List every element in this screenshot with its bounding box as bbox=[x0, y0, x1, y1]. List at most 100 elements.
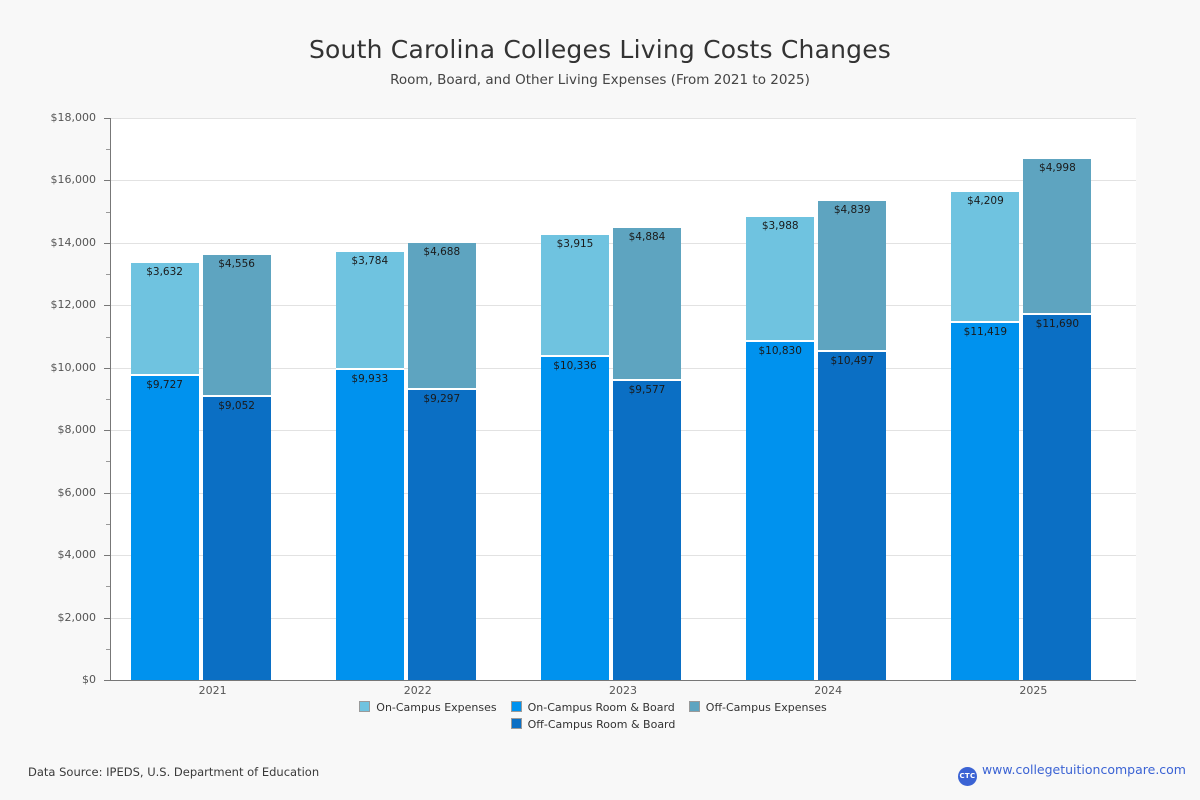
bar-value-label-room-board: $10,336 bbox=[553, 360, 597, 373]
legend-swatch-icon bbox=[510, 718, 522, 729]
bar-value-label-room-board: $10,497 bbox=[830, 355, 874, 368]
y-tick-minor bbox=[106, 648, 110, 650]
bar-segment-room-board[interactable] bbox=[130, 376, 199, 680]
y-tick-minor bbox=[106, 399, 110, 400]
bar-segment-room-board[interactable] bbox=[335, 369, 404, 680]
x-axis-tick-label: 2025 bbox=[1019, 684, 1048, 697]
bar-segment-room-board[interactable] bbox=[202, 397, 271, 680]
x-axis-line bbox=[110, 680, 1136, 681]
bar-value-label-room-board: $11,690 bbox=[1035, 318, 1080, 330]
legend-label: Off-Campus Expenses bbox=[705, 701, 827, 714]
bar-on-campus-2021[interactable]: $3,632 $9,727 bbox=[130, 262, 199, 680]
bar-off-campus-2021[interactable]: $4,556 $9,052 bbox=[202, 255, 271, 680]
bar-value-label-room-board: $10,830 bbox=[758, 344, 802, 357]
bar-off-campus-2022[interactable]: $4,688 $9,297 bbox=[407, 243, 476, 680]
x-axis-tick-label: 2021 bbox=[198, 684, 227, 697]
y-tick-minor bbox=[106, 149, 110, 151]
y-tick-major bbox=[104, 367, 110, 369]
bar-segment-room-board[interactable] bbox=[1023, 315, 1092, 680]
bar-value-label-expenses: $4,209 bbox=[967, 195, 1004, 208]
gridline bbox=[110, 118, 1136, 119]
bar-segment-expenses[interactable] bbox=[613, 228, 681, 381]
bar-segment-room-board[interactable] bbox=[541, 357, 609, 680]
bar-segment-room-board[interactable] bbox=[613, 380, 681, 680]
x-axis-tick-label: 2024 bbox=[814, 684, 843, 697]
y-tick-major bbox=[104, 305, 110, 307]
bar-value-label-expenses: $4,884 bbox=[628, 231, 666, 244]
bar-segment-expenses[interactable] bbox=[818, 201, 887, 353]
bar-segment-room-board[interactable] bbox=[746, 341, 815, 680]
gridline bbox=[110, 180, 1136, 182]
y-tick-major bbox=[104, 555, 110, 557]
y-tick-major bbox=[104, 680, 110, 681]
y-tick-major bbox=[104, 242, 110, 244]
bar-segment-expenses[interactable] bbox=[130, 262, 199, 377]
bar-value-label-expenses: $3,632 bbox=[146, 265, 183, 278]
legend-item[interactable]: On-Campus Expenses bbox=[359, 701, 497, 714]
y-tick-minor bbox=[106, 461, 110, 463]
y-axis-tick-label: $6,000 bbox=[57, 485, 97, 499]
chart-legend: On-Campus Expenses On-Campus Room & Board… bbox=[0, 701, 1200, 735]
bar-off-campus-2024[interactable]: $4,839 $10,497 bbox=[818, 201, 887, 680]
legend-label: On-Campus Expenses bbox=[376, 701, 497, 714]
y-axis-tick-label: $16,000 bbox=[50, 173, 97, 187]
legend-item[interactable]: Off-Campus Room & Board bbox=[510, 718, 675, 731]
y-axis-tick-label: $2,000 bbox=[57, 610, 97, 624]
y-axis-tick-label: $14,000 bbox=[50, 235, 97, 249]
y-tick-major bbox=[104, 430, 110, 432]
bar-value-label-room-board: $9,933 bbox=[351, 372, 389, 385]
brand-link[interactable]: CTC www.collegetuitioncompare.com bbox=[957, 762, 1186, 786]
y-tick-major bbox=[104, 617, 110, 619]
bar-segment-expenses[interactable] bbox=[202, 255, 271, 398]
bar-value-label-room-board: $9,297 bbox=[423, 392, 461, 405]
bar-segment-room-board[interactable] bbox=[951, 323, 1020, 680]
y-axis-tick-label: $0 bbox=[82, 673, 96, 686]
legend-row: Off-Campus Room & Board bbox=[0, 718, 1200, 735]
bar-value-label-expenses: $3,915 bbox=[556, 238, 594, 251]
y-axis-tick-label: $18,000 bbox=[50, 111, 97, 124]
bar-segment-expenses[interactable] bbox=[541, 235, 609, 358]
bar-segment-room-board[interactable] bbox=[818, 352, 887, 680]
bar-value-label-expenses: $3,988 bbox=[761, 220, 799, 233]
page-title: South Carolina Colleges Living Costs Cha… bbox=[308, 35, 892, 64]
bar-segment-expenses[interactable] bbox=[951, 192, 1020, 324]
page-subtitle: Room, Board, and Other Living Expenses (… bbox=[390, 72, 810, 88]
bar-on-campus-2022[interactable]: $3,784 $9,933 bbox=[335, 251, 404, 680]
legend-swatch-icon bbox=[510, 701, 522, 712]
bar-value-label-expenses: $4,688 bbox=[423, 246, 461, 259]
brand-url-text: www.collegetuitioncompare.com bbox=[981, 762, 1186, 777]
bar-value-label-expenses: $3,784 bbox=[351, 254, 389, 267]
bar-off-campus-2025[interactable]: $4,998 $11,690 bbox=[1023, 158, 1092, 680]
bar-segment-room-board[interactable] bbox=[407, 389, 476, 680]
bar-segment-expenses[interactable] bbox=[1023, 158, 1092, 315]
y-axis-tick-label: $4,000 bbox=[57, 548, 97, 562]
y-axis-line bbox=[110, 118, 111, 680]
bar-segment-expenses[interactable] bbox=[335, 251, 404, 370]
y-tick-major bbox=[104, 180, 110, 182]
y-tick-minor bbox=[106, 211, 110, 213]
bar-on-campus-2024[interactable]: $3,988 $10,830 bbox=[746, 217, 815, 680]
legend-swatch-icon bbox=[359, 701, 371, 712]
bar-value-label-expenses: $4,556 bbox=[218, 258, 255, 271]
legend-swatch-icon bbox=[688, 701, 700, 712]
bar-segment-expenses[interactable] bbox=[407, 243, 476, 390]
legend-item[interactable]: On-Campus Room & Board bbox=[510, 701, 675, 714]
ctc-logo-icon: CTC bbox=[957, 767, 977, 786]
x-axis-tick-label: 2023 bbox=[609, 684, 637, 697]
y-axis-tick-label: $8,000 bbox=[57, 423, 97, 437]
y-axis-tick-label: $12,000 bbox=[50, 298, 97, 312]
legend-item[interactable]: Off-Campus Expenses bbox=[688, 701, 827, 714]
bar-value-label-expenses: $4,998 bbox=[1039, 161, 1076, 174]
x-axis-tick-label: 2022 bbox=[403, 684, 432, 697]
bar-on-campus-2023[interactable]: $3,915 $10,336 bbox=[541, 235, 609, 680]
bar-value-label-room-board: $9,577 bbox=[628, 383, 666, 396]
bar-value-label-room-board: $9,727 bbox=[146, 379, 183, 392]
bar-off-campus-2023[interactable]: $4,884 $9,577 bbox=[613, 228, 681, 680]
bar-segment-expenses[interactable] bbox=[746, 217, 815, 342]
legend-row: On-Campus Expenses On-Campus Room & Board… bbox=[0, 701, 1200, 718]
bar-on-campus-2025[interactable]: $4,209 $11,419 bbox=[951, 192, 1020, 680]
y-tick-minor bbox=[106, 523, 110, 525]
data-source-note: Data Source: IPEDS, U.S. Department of E… bbox=[28, 765, 320, 779]
bar-value-label-room-board: $11,419 bbox=[963, 326, 1008, 339]
y-tick-major bbox=[104, 492, 110, 494]
